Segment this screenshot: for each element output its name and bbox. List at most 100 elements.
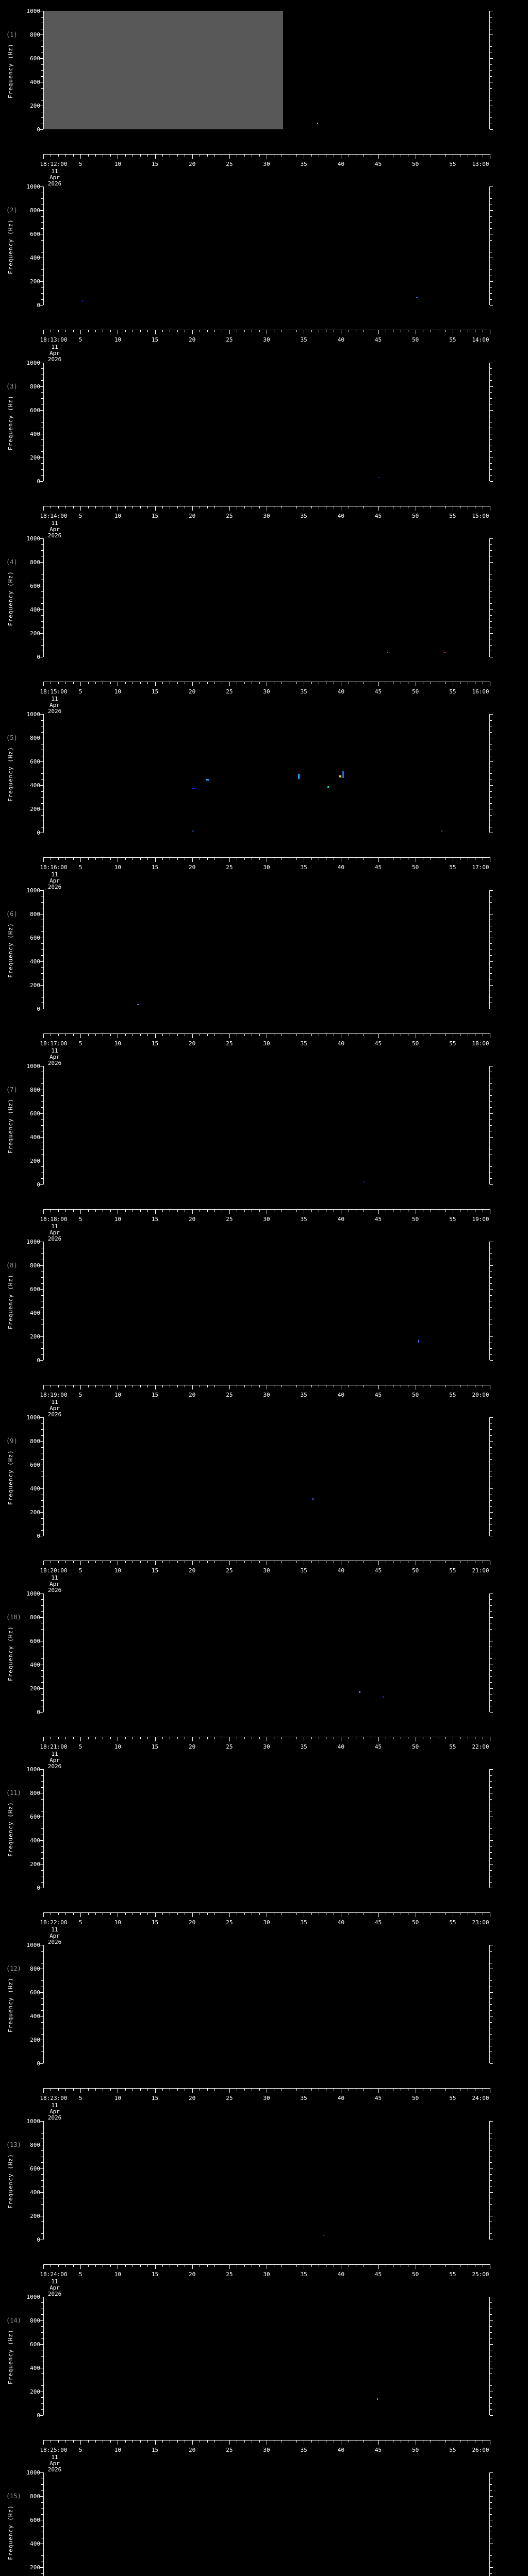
y-tick-label: 400: [30, 1837, 40, 1844]
y-tick: [40, 305, 43, 306]
x-tick-label: 50: [412, 864, 419, 871]
y-tick: [41, 2314, 43, 2315]
x-tick-label: 40: [337, 688, 344, 695]
axis-spine-left: [43, 1593, 44, 1712]
y-tick: [490, 2192, 493, 2193]
axis-spine-right: [489, 1417, 490, 1536]
y-tick: [490, 1882, 492, 1883]
y-tick-label: 0: [37, 1357, 40, 1364]
panel-index-label: (4): [6, 558, 18, 566]
axis-spine-left: [43, 2472, 44, 2576]
y-tick: [490, 228, 492, 229]
y-tick: [41, 1998, 43, 1999]
x-tick-label: 20: [189, 1919, 196, 1926]
y-tick: [490, 1769, 493, 1770]
y-tick: [490, 1125, 492, 1126]
x-tick: [229, 1736, 230, 1741]
x-tick-label: 50: [412, 1743, 419, 1750]
panel-index-label: (15): [6, 2493, 21, 2500]
y-tick-label: 1000: [26, 1414, 41, 1421]
x-tick-label: 10: [114, 1567, 121, 1574]
x-tick: [58, 2264, 59, 2267]
y-tick-label: 1000: [26, 1942, 41, 1949]
x-tick: [65, 681, 67, 684]
x-tick: [177, 1912, 178, 1915]
x-tick: [162, 857, 163, 860]
x-tick: [378, 1209, 379, 1214]
x-tick-label: 50: [412, 1040, 419, 1047]
x-tick: [80, 2439, 81, 2445]
y-tick: [41, 1781, 43, 1782]
y-tick: [490, 287, 492, 288]
x-tick-label: 25: [226, 161, 233, 167]
x-tick: [65, 330, 67, 333]
x-tick: [207, 857, 208, 860]
y-tick: [41, 1423, 43, 1424]
y-tick-label: 200: [30, 1861, 40, 1868]
y-tick: [490, 985, 493, 986]
x-tick: [192, 505, 193, 511]
y-tick-label: 800: [30, 2493, 40, 2500]
x-tick-label: 45: [374, 2270, 382, 2278]
y-tick: [41, 1828, 43, 1829]
x-tick: [378, 1736, 379, 1741]
x-tick: [65, 2439, 67, 2443]
x-tick-label: 15: [151, 336, 159, 344]
x-tick: [147, 1561, 148, 1564]
x-tick: [147, 505, 148, 509]
y-tick-label: 800: [30, 1438, 40, 1445]
x-tick: [229, 2264, 230, 2269]
y-tick: [41, 1658, 43, 1659]
x-tick-label: 40: [337, 1215, 344, 1223]
axis-spine-right: [489, 1242, 490, 1361]
y-tick: [41, 1870, 43, 1871]
y-tick: [490, 2168, 493, 2169]
x-tick-label: 20: [189, 161, 196, 167]
x-tick-label: 5: [78, 2270, 82, 2278]
x-tick: [214, 2264, 215, 2267]
x-tick: [43, 1385, 44, 1390]
y-axis-title: Frequency (Hz): [7, 1098, 14, 1154]
x-axis-end-label: 22:00: [472, 1743, 489, 1750]
x-tick: [445, 330, 446, 333]
plot-area-15: [40, 2472, 493, 2576]
y-tick: [41, 70, 43, 71]
y-tick: [490, 451, 492, 452]
panel-index-label: (5): [6, 734, 18, 742]
x-tick-label: 35: [300, 1567, 307, 1574]
panel-index-label: (3): [6, 382, 18, 390]
x-tick-label: 5: [78, 161, 82, 167]
y-tick: [41, 380, 43, 381]
x-tick: [229, 154, 230, 159]
x-tick: [110, 681, 111, 684]
panel-10: 1000 800 600 400 200 0 (10) Frequency (Hz) 18:21…: [0, 1591, 528, 1769]
y-tick-label: 0: [37, 829, 40, 837]
x-tick: [311, 330, 312, 333]
detection-marker: [342, 770, 344, 778]
y-tick: [40, 2567, 43, 2568]
y-tick: [490, 2150, 492, 2151]
x-tick-label: 35: [300, 161, 307, 167]
axis-spine-right: [489, 187, 490, 306]
panel-3: 1000 800 600 400 200 0 (3) Frequency (Hz) 18:14:…: [0, 360, 528, 538]
plot-area-10: [40, 1593, 493, 1713]
x-axis-start-label: 18:18:00: [40, 1215, 68, 1223]
y-tick: [41, 2326, 43, 2327]
y-tick: [41, 2233, 43, 2234]
y-tick: [41, 550, 43, 551]
x-tick-label: 55: [449, 161, 456, 167]
x-tick-label: 45: [374, 1743, 382, 1750]
detection-marker: [363, 1181, 365, 1182]
x-tick: [125, 2088, 126, 2091]
x-tick: [207, 505, 208, 509]
x-tick-label: 55: [449, 512, 456, 519]
panel-11: 1000 800 600 400 200 0 (11) Frequency (Hz) 18:22…: [0, 1767, 528, 1945]
y-tick-label: 0: [37, 1533, 40, 1540]
y-tick: [41, 1605, 43, 1606]
detection-marker: [205, 779, 209, 781]
x-axis-date-label: 11 Apr 2026: [47, 2278, 62, 2297]
x-tick-label: 15: [151, 161, 159, 167]
y-tick: [41, 815, 43, 816]
y-tick: [41, 1178, 43, 1179]
x-tick-label: 15: [151, 1392, 159, 1399]
